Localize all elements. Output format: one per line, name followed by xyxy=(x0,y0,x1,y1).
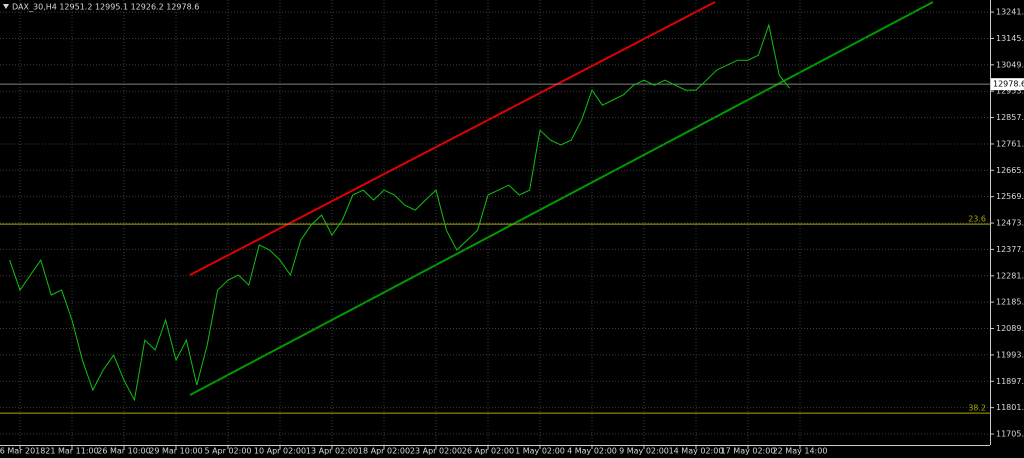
x-tick-label: 1 May 02:00 xyxy=(515,447,565,456)
x-tick-label: 26 Apr 02:00 xyxy=(462,447,514,456)
x-tick-label: 22 May 14:00 xyxy=(773,447,828,456)
y-tick-label: 12089.0 xyxy=(996,324,1024,333)
y-tick-label: 11705.0 xyxy=(996,430,1024,439)
x-tick-label: 9 May 02:00 xyxy=(619,447,669,456)
x-tick-label: 5 Apr 02:00 xyxy=(204,447,251,456)
price-line xyxy=(9,23,790,402)
y-tick-label: 12761.0 xyxy=(996,139,1024,148)
x-tick-label: 10 Apr 02:00 xyxy=(254,447,306,456)
y-tick-label: 12665.0 xyxy=(996,166,1024,175)
x-tick-label: 29 Mar 10:00 xyxy=(149,447,202,456)
x-tick-label: 14 May 02:00 xyxy=(669,447,724,456)
x-tick-label: 16 Mar 2018 xyxy=(0,447,45,456)
x-tick-label: 13 Apr 02:00 xyxy=(306,447,358,456)
fib-level-label: 23.6 xyxy=(968,215,986,224)
y-tick-label: 11801.0 xyxy=(996,403,1024,412)
y-tick-label: 11993.0 xyxy=(996,350,1024,359)
y-tick-label: 12857.0 xyxy=(996,113,1024,122)
y-tick-label: 13241.0 xyxy=(996,8,1024,17)
last-price-box xyxy=(991,78,1024,91)
x-tick-label: 18 Apr 02:00 xyxy=(358,447,410,456)
x-tick-label: 17 May 02:00 xyxy=(721,447,776,456)
y-tick-label: 13145.0 xyxy=(996,34,1024,43)
menu-arrow xyxy=(3,4,9,9)
y-tick-label: 12473.0 xyxy=(996,219,1024,228)
fib-level-label: 38.2 xyxy=(968,404,986,413)
x-tick-label: 4 May 02:00 xyxy=(567,447,617,456)
x-tick-label: 23 Apr 02:00 xyxy=(410,447,462,456)
y-tick-label: 12377.0 xyxy=(996,245,1024,254)
x-tick-label: 26 Mar 10:00 xyxy=(97,447,150,456)
y-tick-label: 12953.0 xyxy=(996,87,1024,96)
last-price-label: 12978.6 xyxy=(993,80,1024,89)
y-tick-label: 12569.0 xyxy=(996,192,1024,201)
lower-channel-line xyxy=(189,1,934,396)
x-tick-label: 21 Mar 11:00 xyxy=(45,447,98,456)
y-tick-label: 12281.0 xyxy=(996,271,1024,280)
upper-channel-line xyxy=(189,1,716,276)
y-tick-label: 12185.0 xyxy=(996,298,1024,307)
y-tick-label: 11897.0 xyxy=(996,377,1024,386)
chart-title: DAX_30,H4 12951.2 12995.1 12926.2 12978.… xyxy=(12,3,199,12)
y-tick-label: 13049.0 xyxy=(996,60,1024,69)
